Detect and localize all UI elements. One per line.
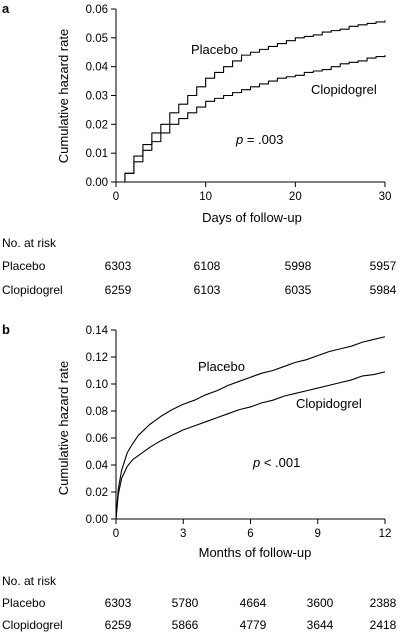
panel-a-p-symbol: p <box>235 132 243 147</box>
panel-a-risk-cell: 5957 <box>370 259 397 273</box>
panel-b-risk-cell: 6303 <box>105 596 132 610</box>
panel-a-risk-table: No. at risk Placebo Clopidogrel 6303 610… <box>2 236 397 297</box>
panel-b-placebo-curve <box>115 336 386 520</box>
panel-b-y-axis-label: Cumulative hazard rate <box>56 361 71 495</box>
panel-a-risk-cell: 6035 <box>285 283 312 297</box>
panel-a-y-tick-label: 0.03 <box>86 91 108 103</box>
panel-b-p-value: p < .001 <box>252 455 300 470</box>
panel-a-risk-row-label-placebo: Placebo <box>2 259 46 273</box>
panel-b-p-text: < .001 <box>260 455 300 470</box>
panel-b-risk-cell: 6259 <box>105 618 132 632</box>
panel-b-y-tick-label: 0.14 <box>86 325 109 337</box>
panel-b-risk-cell: 3644 <box>307 618 334 632</box>
panel-a-letter: a <box>2 1 10 16</box>
panel-b-risk-cell: 4664 <box>240 596 267 610</box>
panel-b-risk-row-label-clopidogrel: Clopidogrel <box>2 618 63 632</box>
panel-b-p-symbol: p <box>252 455 260 470</box>
panel-a-y-axis-label: Cumulative hazard rate <box>56 29 71 163</box>
panel-b-x-tick-label: 6 <box>247 528 253 540</box>
panel-a-y-tick-label: 0.04 <box>86 62 109 74</box>
panel-b-x-tick-label: 9 <box>315 528 321 540</box>
panel-a: a 0.00 0.01 0.02 0.03 0.04 0.05 0.06 0 10 20 30 Pl… <box>2 1 397 297</box>
panel-b: b 0.00 0.02 0.04 0.06 0.08 0.10 0.12 0.14 0 3 6 9 12… <box>2 322 397 632</box>
panel-a-plot: 0.00 0.01 0.02 0.03 0.04 0.05 0.06 0 10 20 30 <box>86 4 392 203</box>
panel-a-y-tick-label: 0.05 <box>86 33 108 45</box>
panel-b-x-tick-label: 3 <box>180 528 186 540</box>
panel-b-clopidogrel-curve <box>115 371 386 520</box>
panel-b-clopidogrel-label: Clopidogrel <box>296 396 362 411</box>
panel-b-x-tick-label: 12 <box>379 528 392 540</box>
panel-a-risk-cell: 5984 <box>370 283 397 297</box>
panel-b-risk-row-label-placebo: Placebo <box>2 596 46 610</box>
panel-b-risk-cell: 5780 <box>172 596 199 610</box>
panel-a-x-tick-label: 20 <box>289 191 302 203</box>
panel-a-clopidogrel-curve <box>116 55 386 183</box>
panel-b-y-tick-label: 0.10 <box>86 379 108 391</box>
panel-a-y-tick-label: 0.06 <box>86 4 108 16</box>
panel-a-placebo-curve <box>116 20 386 183</box>
panel-a-x-tick-label: 0 <box>113 191 119 203</box>
panel-b-y-tick-label: 0.12 <box>86 352 108 364</box>
panel-a-p-text: = .003 <box>243 132 283 147</box>
panel-a-x-tick-label: 10 <box>199 191 212 203</box>
panel-a-y-tick-label: 0.01 <box>86 148 108 160</box>
panel-b-x-axis-label: Months of follow-up <box>199 545 312 560</box>
panel-a-risk-row-label-clopidogrel: Clopidogrel <box>2 283 63 297</box>
panel-b-y-tick-label: 0.02 <box>86 487 108 499</box>
panel-a-risk-cell: 6103 <box>194 283 221 297</box>
panel-a-risk-cell: 6259 <box>105 283 132 297</box>
panel-b-risk-table-title: No. at risk <box>2 574 57 588</box>
panel-a-placebo-label: Placebo <box>191 42 238 57</box>
panel-a-risk-cell: 5998 <box>285 259 312 273</box>
panel-b-y-tick-label: 0.08 <box>86 406 108 418</box>
panel-b-risk-table: No. at risk Placebo Clopidogrel 6303 578… <box>2 574 397 632</box>
panel-b-risk-cell: 3600 <box>307 596 334 610</box>
panel-a-risk-cell: 6108 <box>194 259 221 273</box>
panel-b-y-tick-label: 0.06 <box>86 433 108 445</box>
panel-a-risk-table-title: No. at risk <box>2 236 57 250</box>
panel-a-x-axis-label: Days of follow-up <box>202 210 302 225</box>
panel-b-y-tick-label: 0.04 <box>86 460 109 472</box>
panel-a-x-tick-label: 30 <box>379 191 392 203</box>
panel-a-clopidogrel-label: Clopidogrel <box>311 82 377 97</box>
panel-a-y-tick-label: 0.02 <box>86 119 108 131</box>
panel-b-placebo-label: Placebo <box>198 359 245 374</box>
panel-a-y-tick-label: 0.00 <box>86 177 108 189</box>
panel-a-p-value: p = .003 <box>235 132 283 147</box>
panel-a-risk-cell: 6303 <box>105 259 132 273</box>
panel-b-risk-cell: 4779 <box>240 618 267 632</box>
panel-b-letter: b <box>2 322 10 337</box>
panel-b-risk-cell: 5866 <box>172 618 199 632</box>
panel-b-risk-cell: 2388 <box>370 596 397 610</box>
panel-b-risk-cell: 2418 <box>370 618 397 632</box>
panel-b-plot: 0.00 0.02 0.04 0.06 0.08 0.10 0.12 0.14 0 3 6 9 12 <box>86 325 392 540</box>
panel-b-y-tick-label: 0.00 <box>86 514 108 526</box>
panel-b-x-tick-label: 0 <box>113 528 119 540</box>
